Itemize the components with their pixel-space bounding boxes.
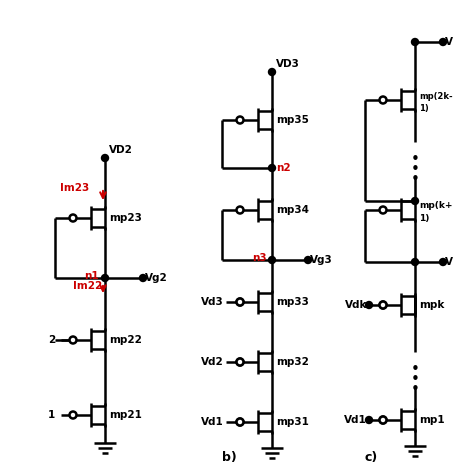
Text: VD3: VD3	[276, 59, 300, 69]
Text: mp35: mp35	[276, 115, 309, 125]
Circle shape	[70, 337, 76, 344]
Circle shape	[101, 155, 109, 162]
Text: •: •	[410, 383, 419, 398]
Circle shape	[411, 38, 419, 46]
Circle shape	[237, 299, 244, 306]
Text: Vg2: Vg2	[145, 273, 168, 283]
Text: Vd1: Vd1	[201, 417, 224, 427]
Circle shape	[380, 301, 386, 309]
Text: mp(2k-: mp(2k-	[419, 91, 453, 100]
Circle shape	[439, 258, 447, 265]
Text: mp23: mp23	[109, 213, 142, 223]
Circle shape	[380, 301, 386, 309]
Text: n3: n3	[252, 253, 267, 263]
Circle shape	[70, 411, 76, 419]
Circle shape	[411, 198, 419, 204]
Text: mp33: mp33	[276, 297, 309, 307]
Text: n2: n2	[276, 163, 291, 173]
Circle shape	[237, 419, 244, 426]
Circle shape	[237, 358, 244, 365]
Circle shape	[380, 417, 386, 423]
Circle shape	[411, 258, 419, 265]
Circle shape	[237, 358, 244, 365]
Text: Vd2: Vd2	[201, 357, 224, 367]
Circle shape	[439, 38, 447, 46]
Text: b): b)	[222, 452, 237, 465]
Text: mp22: mp22	[109, 335, 142, 345]
Circle shape	[268, 256, 275, 264]
Text: •: •	[410, 153, 419, 167]
Circle shape	[380, 97, 386, 103]
Text: c): c)	[365, 452, 378, 465]
Circle shape	[237, 299, 244, 306]
Text: mp1: mp1	[419, 415, 445, 425]
Text: •: •	[410, 173, 419, 188]
Circle shape	[237, 117, 244, 124]
Circle shape	[268, 69, 275, 75]
Circle shape	[70, 215, 76, 221]
Text: 1): 1)	[419, 103, 429, 112]
Text: •: •	[410, 163, 419, 177]
Text: VD2: VD2	[109, 145, 133, 155]
Text: mp34: mp34	[276, 205, 309, 215]
Text: n1: n1	[84, 271, 99, 281]
Circle shape	[365, 301, 373, 309]
Circle shape	[237, 207, 244, 213]
Circle shape	[365, 417, 373, 423]
Text: 2: 2	[48, 335, 55, 345]
Text: V: V	[445, 257, 453, 267]
Text: Im23: Im23	[60, 183, 89, 193]
Text: 1): 1)	[419, 213, 429, 222]
Circle shape	[268, 164, 275, 172]
Text: mp32: mp32	[276, 357, 309, 367]
Text: mp(k+: mp(k+	[419, 201, 453, 210]
Text: Vdk: Vdk	[345, 300, 367, 310]
Text: •: •	[410, 373, 419, 388]
Text: Vd3: Vd3	[201, 297, 224, 307]
Circle shape	[139, 274, 146, 282]
Circle shape	[380, 207, 386, 213]
Text: mp31: mp31	[276, 417, 309, 427]
Text: Vd1: Vd1	[344, 415, 367, 425]
Text: Im22: Im22	[73, 281, 102, 291]
Text: V: V	[445, 37, 453, 47]
Text: mpk: mpk	[419, 300, 444, 310]
Text: Vg3: Vg3	[310, 255, 333, 265]
Circle shape	[380, 417, 386, 423]
Text: •: •	[410, 363, 419, 377]
Text: 1: 1	[48, 410, 55, 420]
Circle shape	[304, 256, 311, 264]
Circle shape	[101, 274, 109, 282]
Text: mp21: mp21	[109, 410, 142, 420]
Circle shape	[237, 419, 244, 426]
